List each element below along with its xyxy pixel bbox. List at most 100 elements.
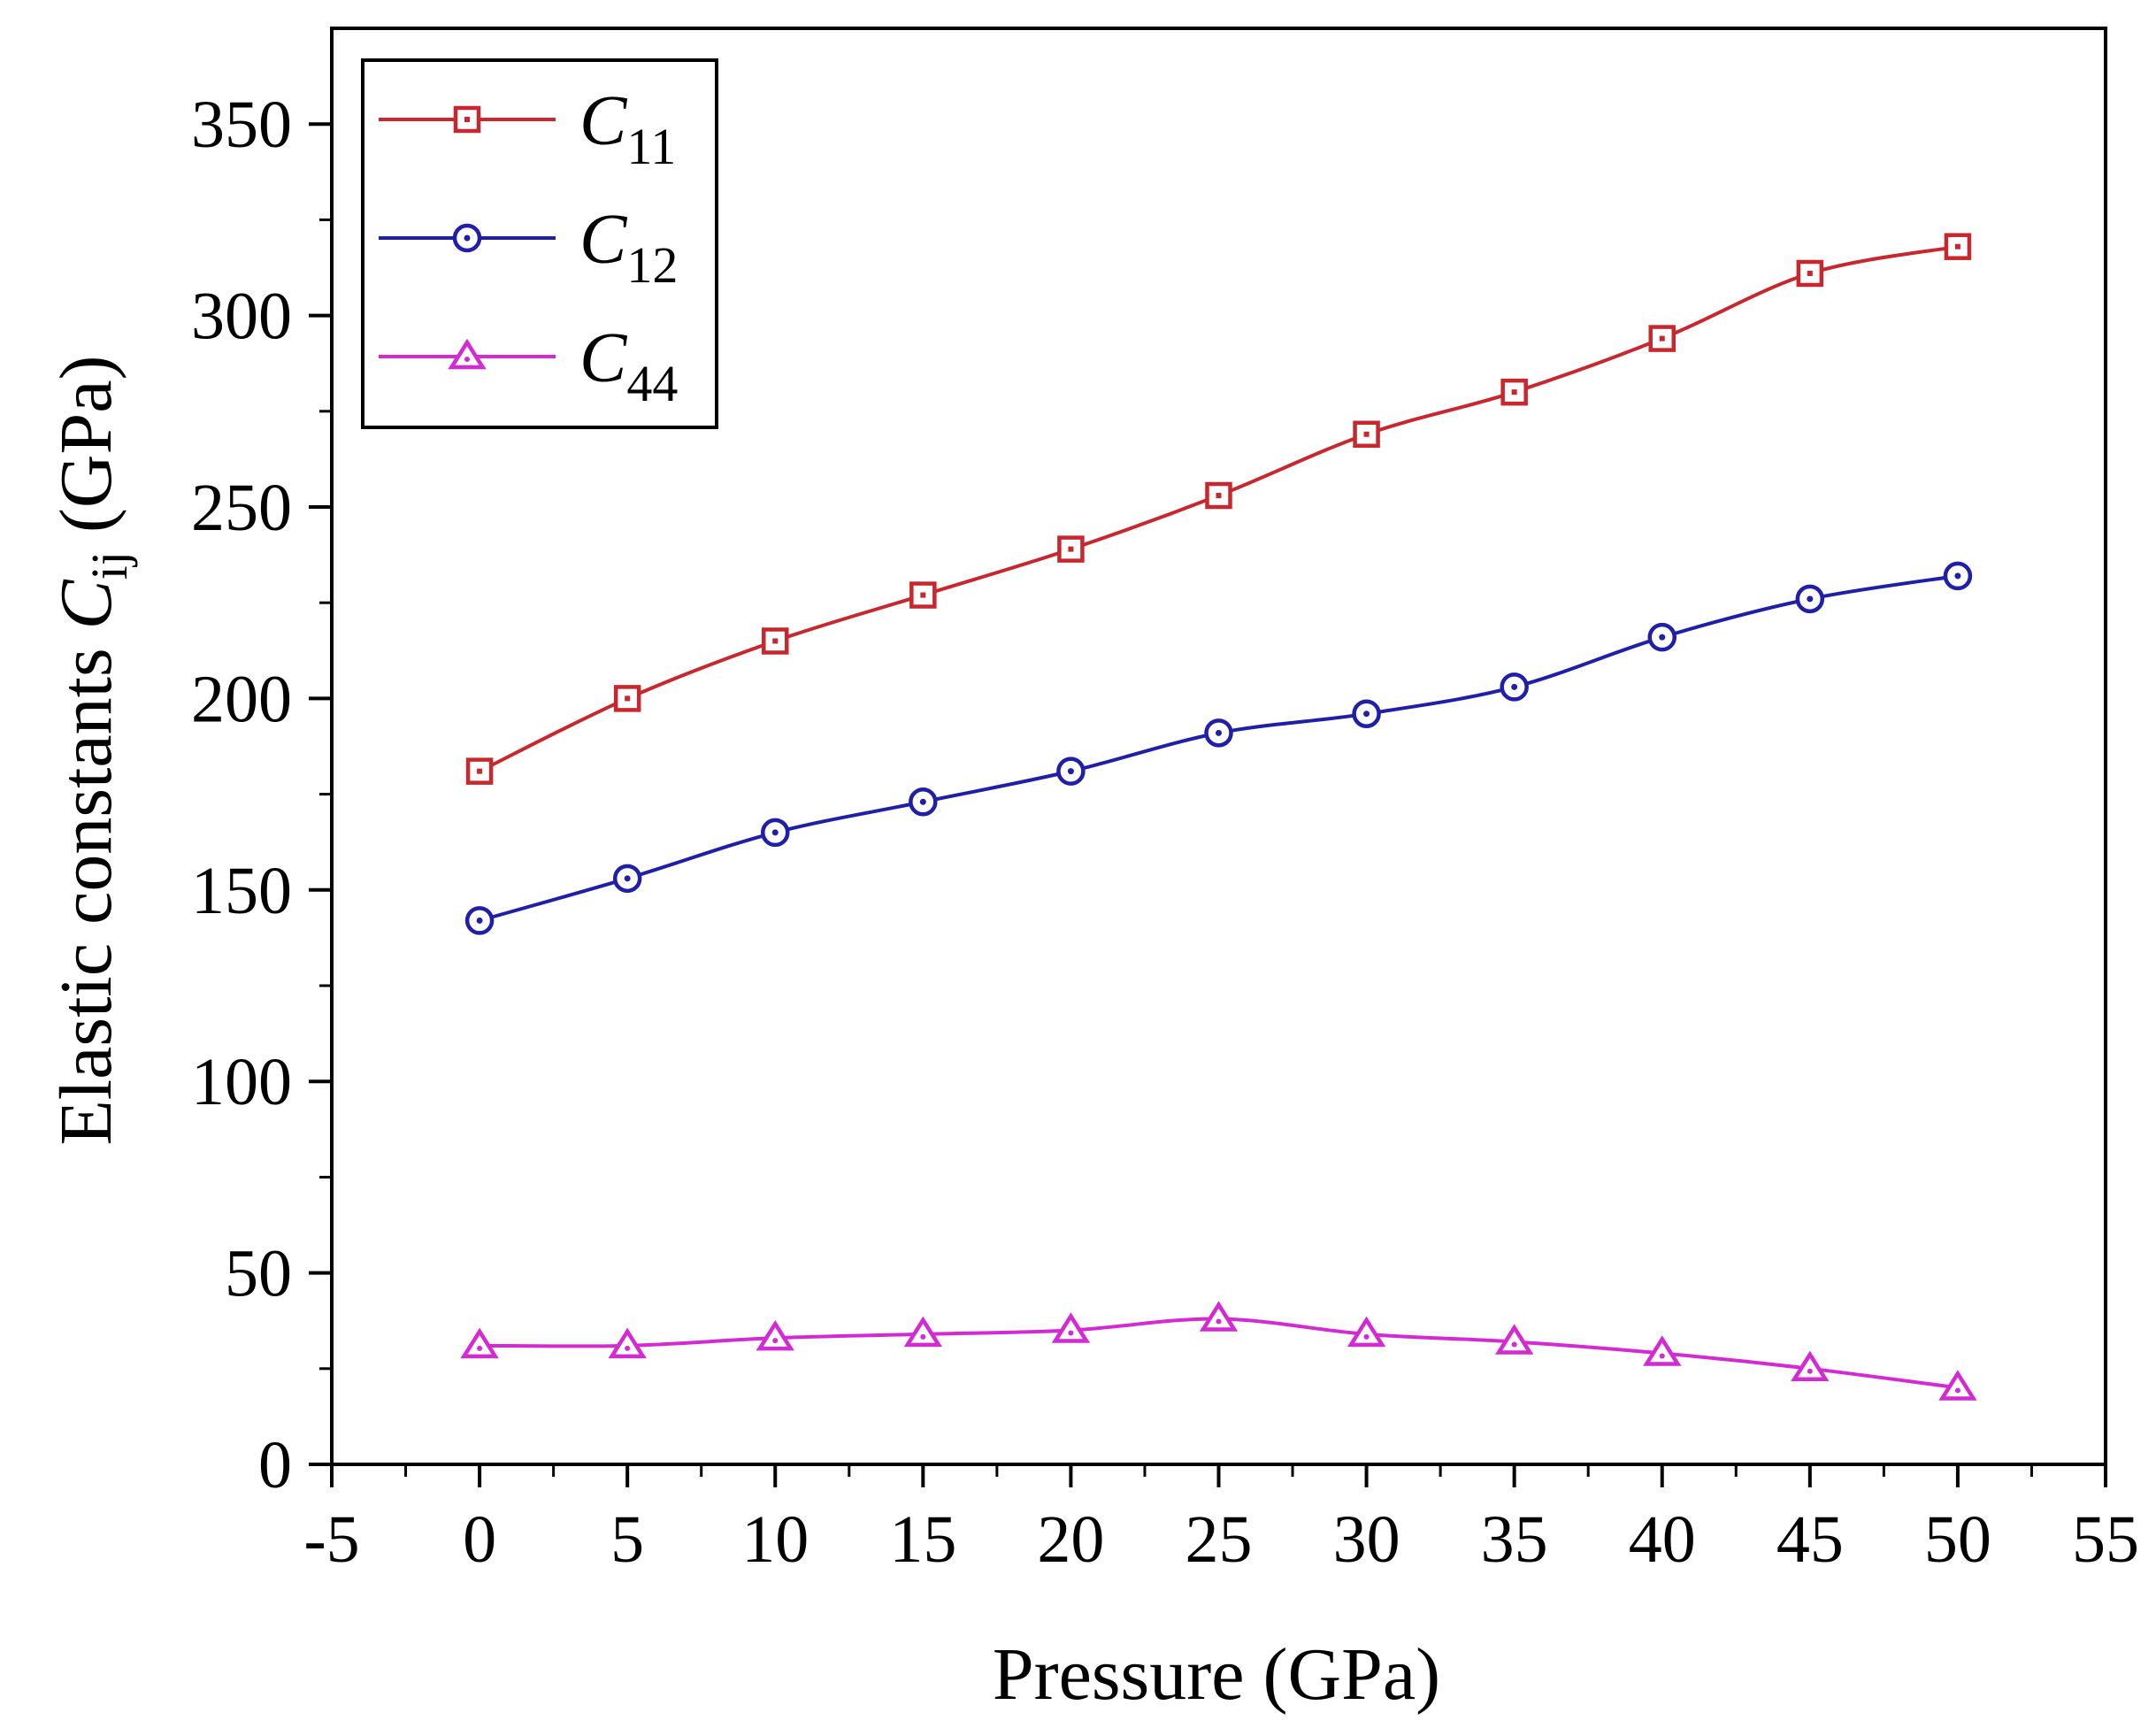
square-marker-dot xyxy=(1659,335,1665,342)
triangle-marker-dot xyxy=(1807,1368,1813,1374)
data-point-c12 xyxy=(1943,561,1973,591)
legend-label-symbol: C xyxy=(579,201,628,279)
circle-marker-dot xyxy=(464,234,471,242)
square-marker-dot xyxy=(477,768,483,774)
x-axis-title: Pressure (GPa) xyxy=(993,1633,1440,1716)
square-marker-dot xyxy=(1807,270,1813,276)
square-marker-dot xyxy=(920,592,926,598)
square-marker-dot xyxy=(1363,431,1370,437)
triangle-marker-dot xyxy=(1511,1341,1517,1348)
data-point-c44 xyxy=(1199,1301,1239,1332)
triangle-marker-dot xyxy=(1068,1330,1074,1336)
legend-marker xyxy=(448,338,487,370)
y-axis-title-symbol: C xyxy=(45,579,127,629)
triangle-marker-outline xyxy=(1643,1335,1682,1366)
data-point-c44 xyxy=(1791,1350,1830,1382)
legend-label-subscript: 11 xyxy=(626,118,676,175)
square-marker-dot xyxy=(1954,243,1960,250)
data-point-c12 xyxy=(1795,584,1825,614)
data-point-c12 xyxy=(1352,699,1381,728)
data-point-c12 xyxy=(612,864,642,894)
y-tick-label: 150 xyxy=(191,854,292,928)
square-marker-dot xyxy=(1068,546,1074,552)
series-line-c12 xyxy=(479,573,1959,923)
x-tick-label: 45 xyxy=(1776,1502,1844,1577)
triangle-marker-outline xyxy=(1347,1316,1386,1348)
y-tick-label: 200 xyxy=(191,662,292,736)
legend-label: C11 xyxy=(579,82,676,175)
square-marker-dot xyxy=(1216,493,1222,499)
circle-marker-dot xyxy=(1363,711,1370,718)
legend-label-symbol: C xyxy=(579,319,628,397)
triangle-marker-outline xyxy=(608,1327,647,1359)
circle-marker-dot xyxy=(771,829,779,836)
triangle-marker-outline xyxy=(460,1327,499,1359)
triangle-marker-dot xyxy=(1659,1353,1665,1359)
data-point-c44 xyxy=(608,1327,647,1359)
x-tick-label: 15 xyxy=(889,1502,956,1577)
x-tick-label: 10 xyxy=(741,1502,809,1577)
data-point-c44 xyxy=(1494,1324,1534,1355)
circle-marker-dot xyxy=(476,917,483,924)
triangle-marker-dot xyxy=(464,357,470,362)
y-axis-title-subscript: ij xyxy=(81,551,138,580)
circle-marker-dot xyxy=(1954,572,1961,580)
square-marker-outline xyxy=(762,627,789,655)
circle-marker-dot xyxy=(624,875,631,882)
triangle-marker-dot xyxy=(1954,1387,1960,1394)
y-tick-label: 350 xyxy=(191,88,292,162)
data-point-c44 xyxy=(1643,1335,1682,1366)
y-axis-title-prefix: Elastic constants xyxy=(45,629,127,1145)
x-tick-label: 55 xyxy=(2072,1502,2139,1577)
data-point-c12 xyxy=(1647,622,1676,652)
triangle-marker-outline xyxy=(1199,1301,1239,1332)
square-marker-outline xyxy=(465,757,494,785)
legend-label-symbol: C xyxy=(579,82,628,160)
data-point-c12 xyxy=(464,906,495,935)
circle-marker-dot xyxy=(1216,729,1222,736)
y-axis-ticks: 0 50 100 150 200 250 300 350 xyxy=(191,88,332,1502)
data-point-c44 xyxy=(903,1316,943,1348)
square-marker-outline xyxy=(909,581,937,609)
triangle-marker-dot xyxy=(625,1345,631,1351)
square-marker-dot xyxy=(772,638,779,644)
y-tick-label: 300 xyxy=(191,280,292,354)
data-point-c11 xyxy=(762,627,789,655)
legend-entry-c11: C11 xyxy=(379,82,676,175)
data-point-c44 xyxy=(1347,1316,1386,1348)
x-tick-label: 25 xyxy=(1185,1502,1253,1577)
data-point-c12 xyxy=(1204,718,1233,748)
legend-entry-c44: C44 xyxy=(379,319,678,412)
data-point-c44 xyxy=(460,1327,499,1359)
triangle-marker-outline xyxy=(1938,1370,1977,1401)
y-tick-label: 250 xyxy=(191,471,292,545)
triangle-marker-dot xyxy=(477,1345,483,1351)
data-point-c11 xyxy=(465,757,494,785)
x-tick-label: 50 xyxy=(1924,1502,1991,1577)
triangle-marker-outline xyxy=(448,338,487,370)
data-point-c44 xyxy=(756,1319,794,1351)
legend-box xyxy=(361,58,718,429)
square-marker-dot xyxy=(1511,389,1517,396)
data-point-c12 xyxy=(761,818,790,848)
data-point-c12 xyxy=(1056,757,1086,786)
square-marker-dot xyxy=(625,695,631,702)
triangle-marker-dot xyxy=(1363,1333,1370,1340)
triangle-marker-dot xyxy=(772,1338,779,1344)
data-point-c11 xyxy=(1353,420,1380,449)
y-axis-title-suffix: (GPa) xyxy=(45,355,127,551)
data-point-c44 xyxy=(1938,1370,1977,1401)
legend-label: C12 xyxy=(579,201,678,294)
data-point-c11 xyxy=(613,685,641,712)
circle-marker-dot xyxy=(1511,683,1518,690)
y-tick-label: 0 xyxy=(258,1428,292,1502)
series-c11 xyxy=(465,233,1972,785)
x-tick-label: -5 xyxy=(303,1502,359,1577)
legend-marker xyxy=(452,223,482,253)
x-tick-label: 0 xyxy=(463,1502,496,1577)
circle-marker-dot xyxy=(919,798,926,805)
triangle-marker-dot xyxy=(1216,1318,1222,1325)
triangle-marker-outline xyxy=(1051,1312,1091,1343)
series-layer xyxy=(460,233,1977,1401)
